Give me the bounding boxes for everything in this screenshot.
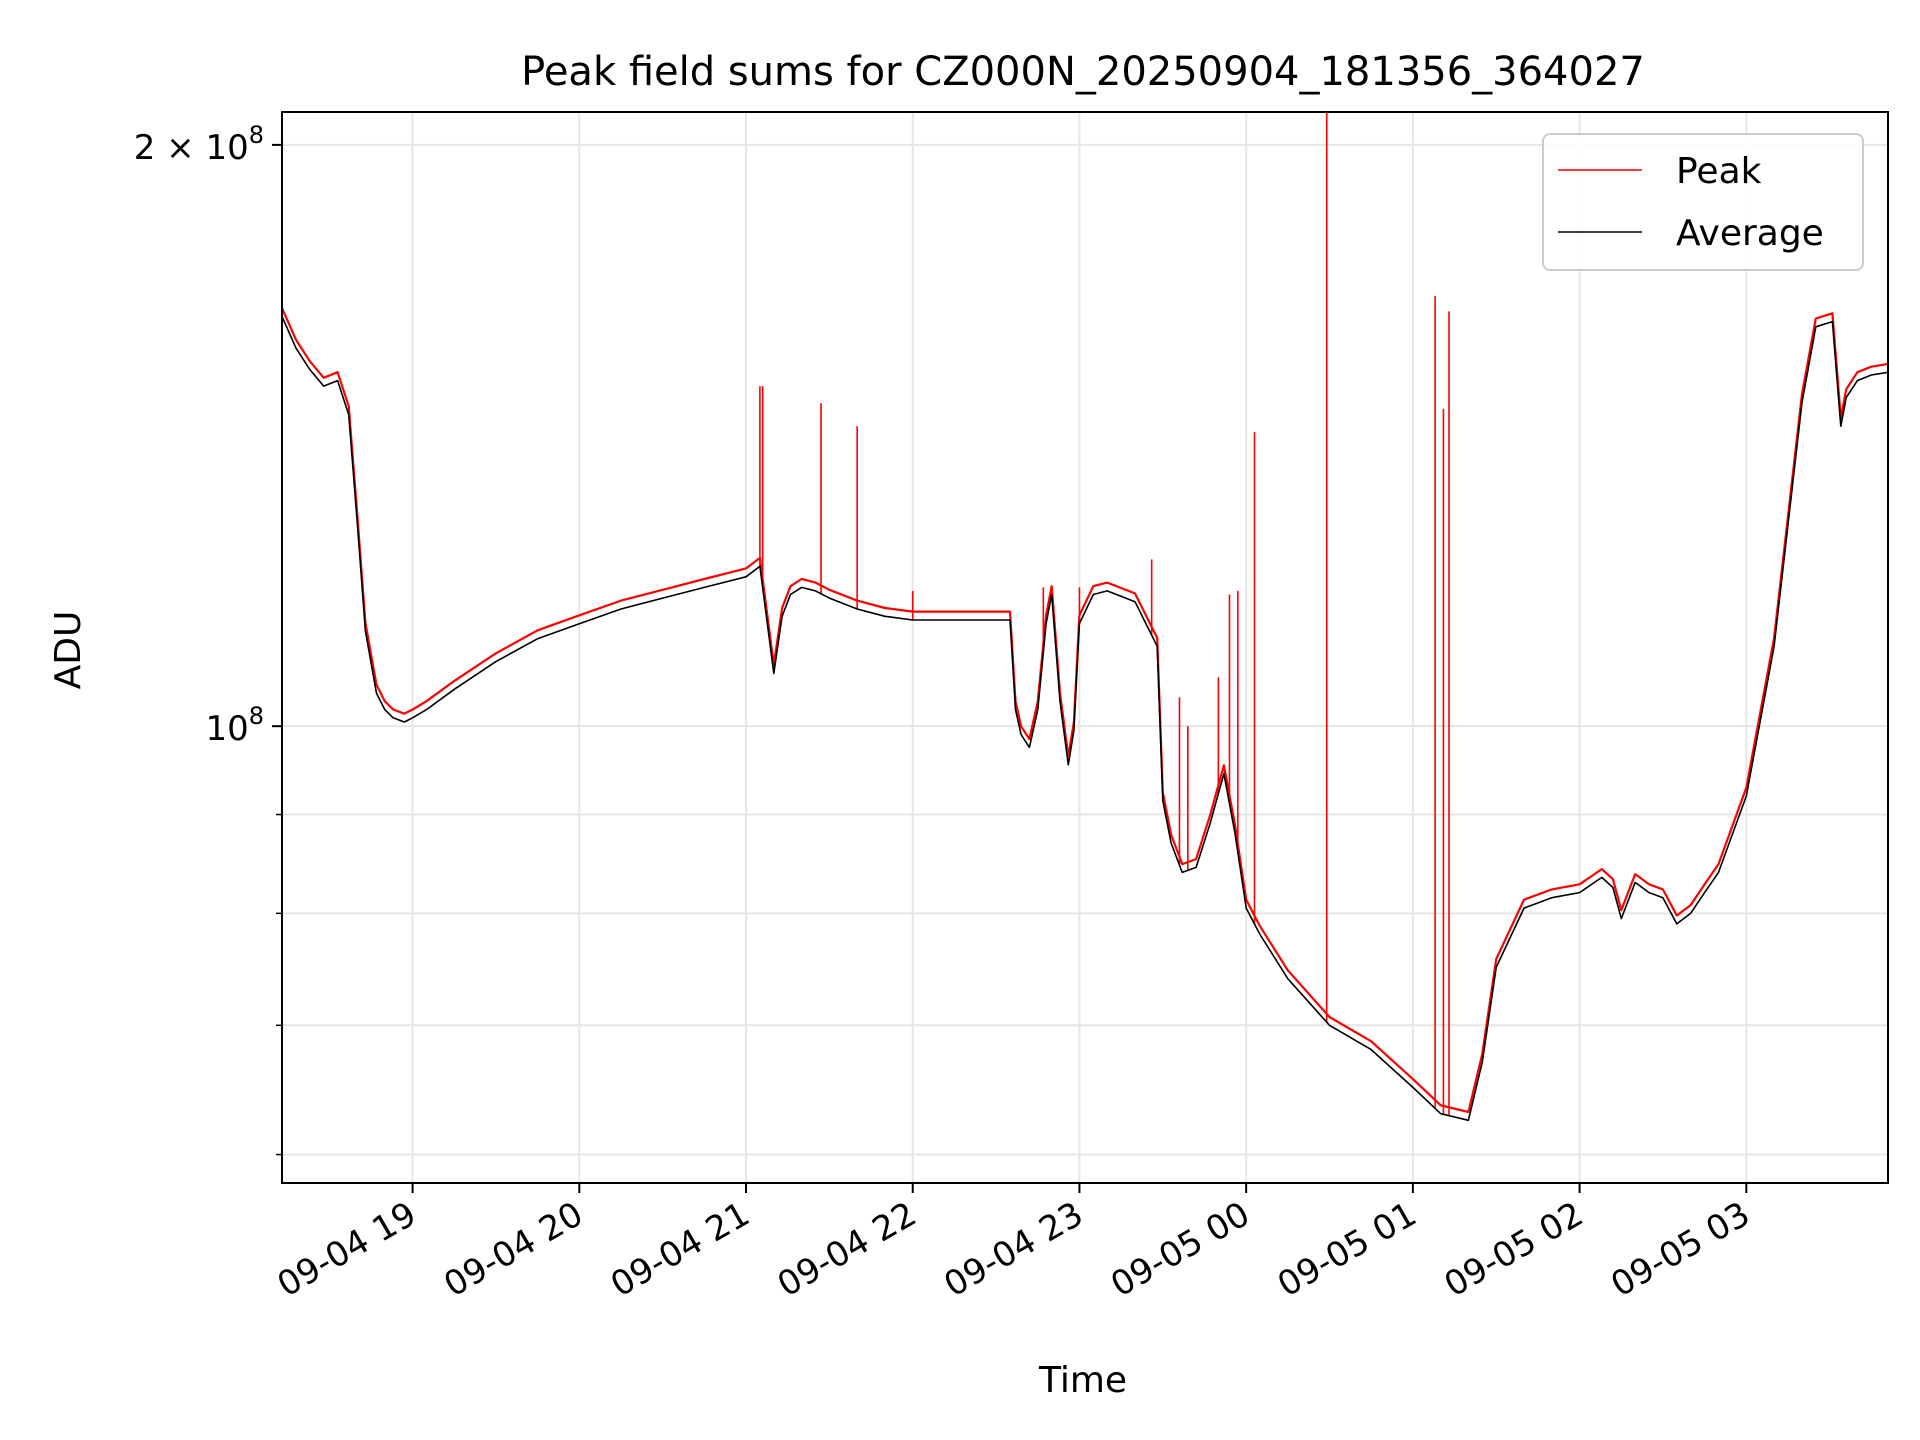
- y-axis-label: ADU: [48, 611, 89, 690]
- x-tick-label: 09-05 00: [1104, 1194, 1256, 1305]
- chart-title: Peak field sums for CZ000N_20250904_1813…: [521, 49, 1645, 95]
- x-tick-label: 09-05 03: [1604, 1194, 1756, 1305]
- y-tick-label: 108: [205, 702, 264, 749]
- legend: Peak Average: [1542, 133, 1864, 271]
- x-tick-label: 09-04 22: [771, 1194, 923, 1305]
- plot-frame: [281, 111, 1889, 1184]
- x-tick-label: 09-05 01: [1271, 1194, 1423, 1305]
- x-tick-label: 09-05 02: [1438, 1194, 1590, 1305]
- series-average-line: [281, 316, 1889, 1122]
- y-tick-label: 2 × 108: [134, 121, 264, 168]
- axis-ticks: 09-04 19 09-04 20 09-04 21 09-04 22 09-04 23…: [134, 121, 1757, 1305]
- x-tick-label: 09-04 23: [938, 1194, 1090, 1305]
- x-tick-label: 09-04 19: [271, 1194, 423, 1305]
- x-tick-label: 09-04 21: [604, 1194, 756, 1305]
- plot-series: [280, 112, 1889, 1122]
- legend-box: [1542, 133, 1864, 271]
- x-axis-label: Time: [1038, 1360, 1127, 1401]
- x-tick-label: 09-04 20: [437, 1194, 589, 1305]
- legend-average-label: Average: [1676, 213, 1824, 254]
- legend-peak-label: Peak: [1676, 151, 1762, 192]
- series-peak-line: [280, 307, 1889, 1114]
